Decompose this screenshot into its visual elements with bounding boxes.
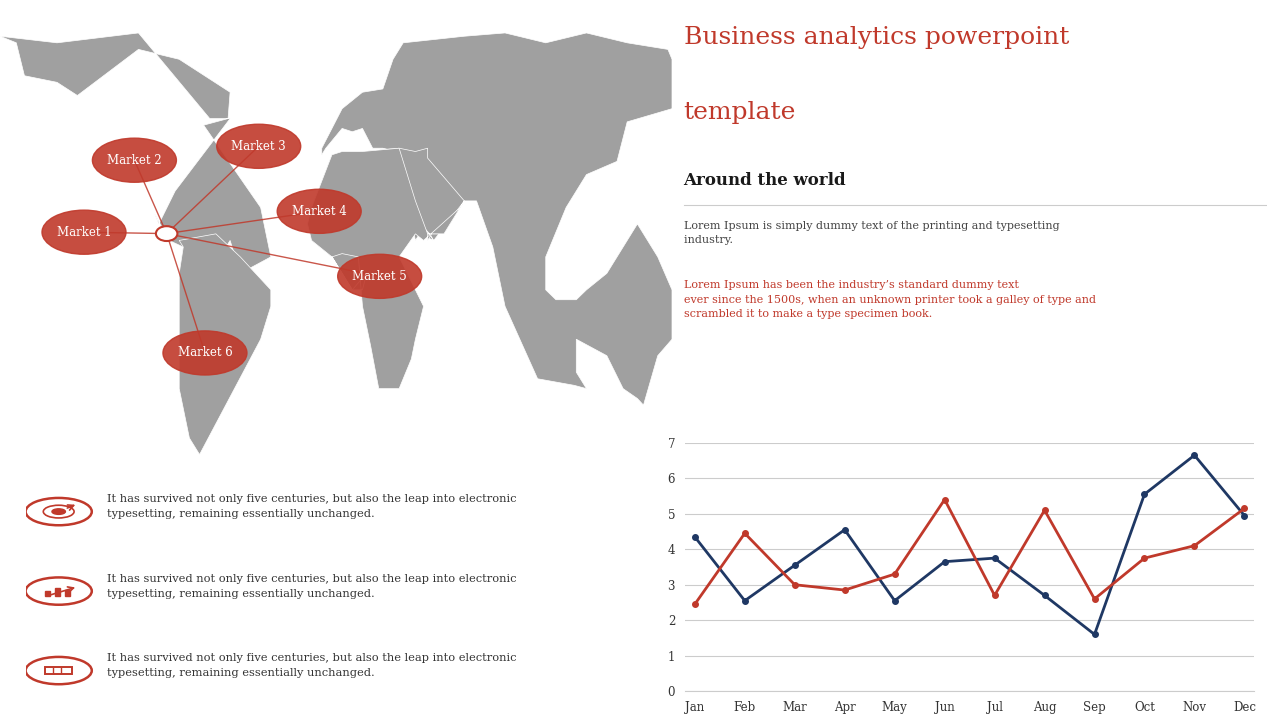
Bar (46, 591, 50, 595)
Ellipse shape (92, 138, 177, 182)
Text: Market 3: Market 3 (232, 140, 287, 153)
Circle shape (26, 577, 92, 605)
Circle shape (156, 226, 178, 241)
Text: Lorem Ipsum has been the industry’s standard dummy text
ever since the 1500s, wh: Lorem Ipsum has been the industry’s stan… (684, 280, 1096, 319)
Bar (46, 667, 72, 674)
Circle shape (26, 657, 92, 684)
Circle shape (26, 498, 92, 526)
Bar (65, 590, 69, 595)
Polygon shape (179, 234, 271, 454)
Bar (55, 588, 60, 595)
Text: Market 4: Market 4 (292, 204, 347, 218)
Text: Market 6: Market 6 (178, 346, 233, 359)
Text: Lorem Ipsum is simply dummy text of the printing and typesetting
industry.: Lorem Ipsum is simply dummy text of the … (684, 220, 1059, 245)
Ellipse shape (338, 254, 421, 298)
Ellipse shape (278, 189, 361, 233)
Text: Market 5: Market 5 (352, 270, 407, 283)
Text: It has survived not only five centuries, but also the leap into electronic
types: It has survived not only five centuries,… (106, 574, 516, 598)
Circle shape (44, 505, 74, 518)
Text: It has survived not only five centuries, but also the leap into electronic
types: It has survived not only five centuries,… (106, 653, 516, 678)
Text: Market 2: Market 2 (108, 153, 161, 167)
Polygon shape (307, 33, 672, 405)
Circle shape (52, 509, 65, 514)
Polygon shape (307, 148, 461, 389)
Polygon shape (0, 33, 271, 274)
Ellipse shape (216, 125, 301, 168)
Ellipse shape (42, 210, 125, 254)
Text: Business analytics powerpoint: Business analytics powerpoint (684, 26, 1069, 49)
Text: template: template (684, 101, 796, 124)
Text: Around the world: Around the world (684, 172, 846, 189)
Ellipse shape (163, 331, 247, 375)
Text: It has survived not only five centuries, but also the leap into electronic
types: It has survived not only five centuries,… (106, 494, 516, 519)
Text: Market 1: Market 1 (56, 225, 111, 239)
